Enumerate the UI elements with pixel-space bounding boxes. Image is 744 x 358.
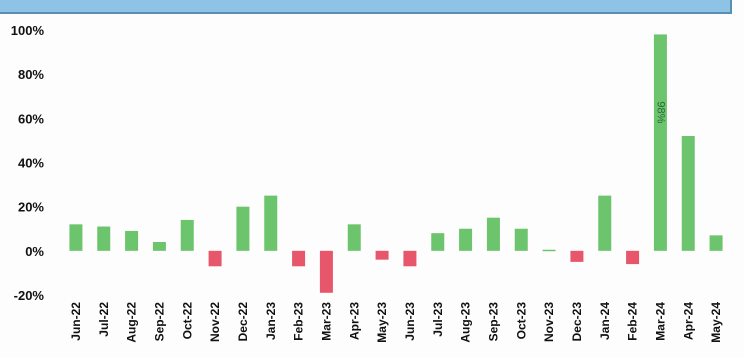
bar-sep-22: [152, 242, 166, 251]
bar-aug-23: [459, 228, 473, 251]
bar-nov-23: [542, 249, 556, 252]
x-tick-label: Jun-23: [403, 302, 417, 341]
y-tick-label: 80%: [18, 67, 44, 82]
x-tick-label: Apr-24: [681, 302, 695, 340]
bar-jun-23: [403, 250, 417, 267]
bar-oct-22: [180, 219, 194, 251]
bar-apr-23: [347, 224, 361, 251]
x-tick-label: Oct-22: [180, 302, 194, 340]
bar-may-23: [375, 250, 389, 260]
y-tick-label: 60%: [18, 111, 44, 126]
bar-mar-24: [653, 34, 667, 251]
bar-oct-23: [514, 228, 528, 251]
x-tick-label: Feb-23: [292, 302, 306, 341]
x-tick-label: Aug-22: [125, 302, 139, 343]
bar-jun-22: [69, 224, 83, 251]
x-tick-label: Feb-24: [626, 302, 640, 341]
y-tick-label: 40%: [18, 156, 44, 171]
x-tick-label: Jan-23: [264, 302, 278, 340]
x-tick-label: Nov-23: [542, 302, 556, 342]
x-tick-label: Dec-23: [570, 302, 584, 342]
bar-jan-24: [598, 195, 612, 251]
y-tick-label: 0%: [25, 244, 44, 259]
x-tick-label: Mar-24: [653, 302, 667, 341]
bar-may-24: [709, 235, 723, 251]
header-bar: [0, 0, 732, 14]
x-tick-label: May-24: [709, 302, 723, 343]
bar-jan-23: [264, 195, 278, 251]
x-tick-label: Dec-22: [236, 302, 250, 342]
bar-feb-23: [292, 250, 306, 267]
x-tick-label: Aug-23: [459, 302, 473, 343]
x-tick-label: Mar-23: [319, 302, 333, 341]
bar-aug-22: [125, 230, 139, 251]
bar-dec-23: [570, 250, 584, 262]
bar-feb-24: [626, 250, 640, 265]
bar-dec-22: [236, 206, 250, 251]
x-tick-label: Apr-23: [347, 302, 361, 340]
bar-apr-24: [681, 136, 695, 251]
data-label: 98%: [654, 101, 666, 123]
bar-jul-22: [97, 226, 111, 251]
x-tick-label: Jan-24: [598, 302, 612, 340]
x-tick-label: Nov-22: [208, 302, 222, 342]
y-tick-label: 20%: [18, 200, 44, 215]
x-tick-label: Sep-22: [152, 302, 166, 342]
x-tick-label: Jul-22: [97, 302, 111, 337]
bar-sep-23: [486, 217, 500, 251]
x-tick-label: Oct-23: [514, 302, 528, 340]
bar-jul-23: [431, 233, 445, 251]
x-tick-label: Jun-22: [69, 302, 83, 341]
y-tick-label: -20%: [14, 288, 45, 303]
x-tick-label: May-23: [375, 302, 389, 343]
bar-nov-22: [208, 250, 222, 267]
x-tick-label: Jul-23: [431, 302, 445, 337]
x-tick-label: Sep-23: [486, 302, 500, 342]
bar-mar-23: [319, 250, 333, 293]
y-tick-label: 100%: [11, 23, 45, 38]
